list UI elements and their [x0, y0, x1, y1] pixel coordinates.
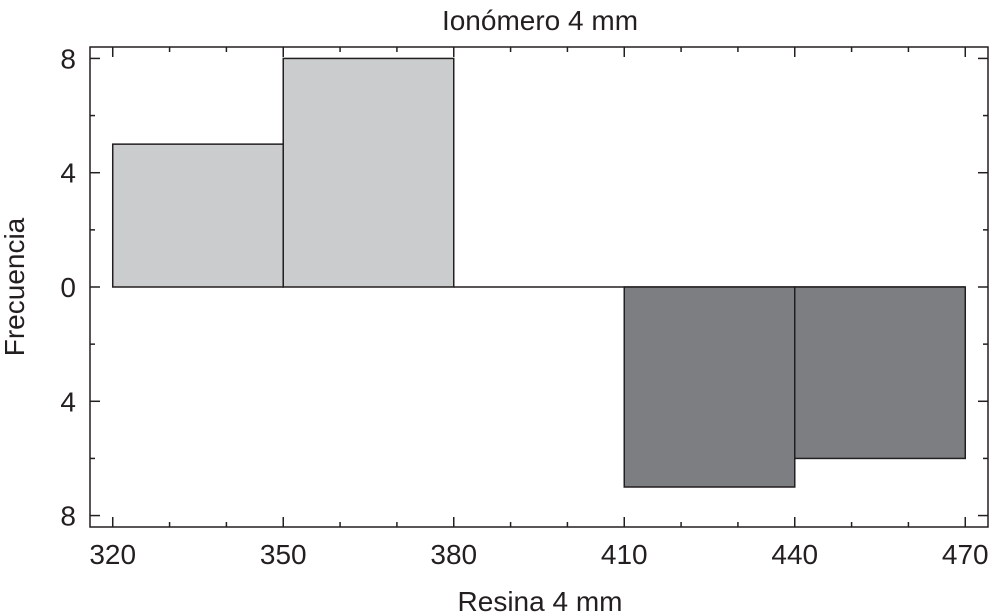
x-tick-label: 410 — [601, 539, 648, 570]
histogram-bar-lower — [623, 286, 796, 488]
x-tick-label: 470 — [942, 539, 989, 570]
chart-title: Ionómero 4 mm — [442, 5, 638, 36]
x-tick-label: 350 — [260, 539, 307, 570]
x-tick-label: 440 — [771, 539, 818, 570]
plot-frame — [89, 46, 989, 528]
y-tick-label: 0 — [60, 272, 76, 303]
y-tick-label: 4 — [60, 158, 76, 189]
histogram-bar-lower — [794, 286, 967, 460]
y-tick-label: 4 — [60, 386, 76, 417]
x-tick-label: 320 — [89, 539, 136, 570]
x-tick-label: 380 — [430, 539, 477, 570]
y-tick-label: 8 — [60, 501, 76, 532]
x-axis-label: Resina 4 mm — [458, 586, 623, 616]
histogram-bar-upper — [111, 143, 284, 288]
y-axis-label: Frecuencia — [0, 217, 30, 356]
y-tick-label: 8 — [60, 43, 76, 74]
ticks-layer: 320 350 380 410 440 470 8 4 0 4 8 — [60, 43, 988, 570]
bars-layer — [111, 57, 967, 488]
histogram-bar-upper — [282, 57, 455, 288]
